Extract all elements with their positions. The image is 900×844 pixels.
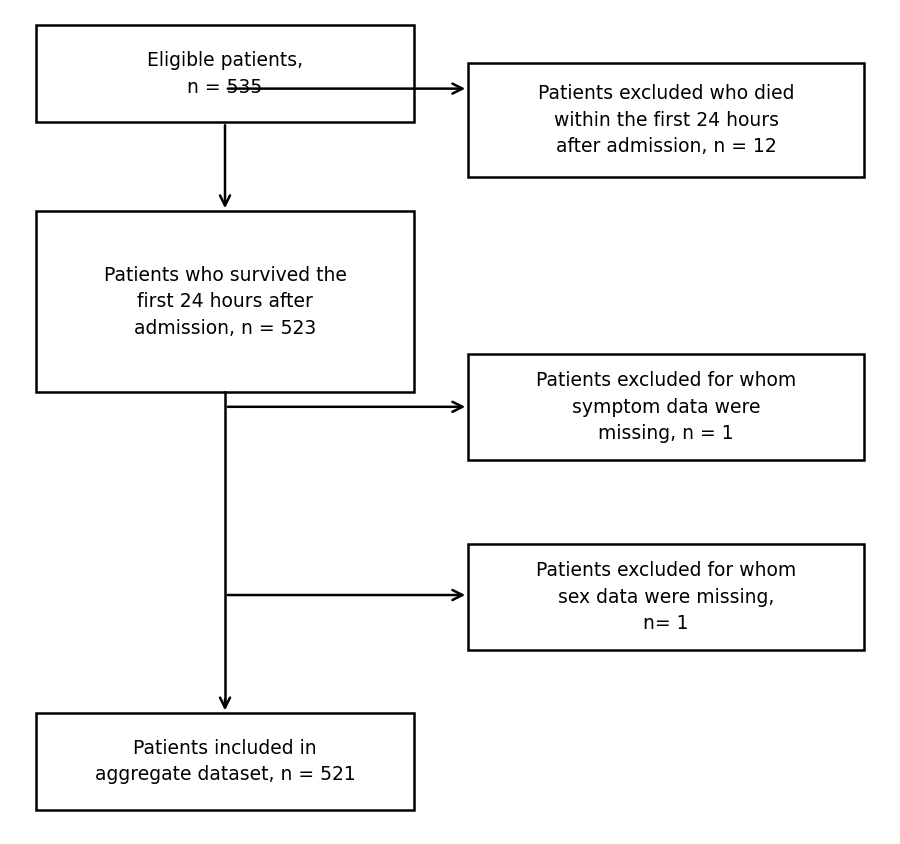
Text: Patients excluded for whom
sex data were missing,
n= 1: Patients excluded for whom sex data were… (536, 561, 796, 633)
FancyBboxPatch shape (36, 211, 414, 392)
FancyBboxPatch shape (36, 25, 414, 122)
Text: Patients included in
aggregate dataset, n = 521: Patients included in aggregate dataset, … (94, 739, 356, 784)
FancyBboxPatch shape (468, 63, 864, 177)
Text: Patients who survived the
first 24 hours after
admission, n = 523: Patients who survived the first 24 hours… (104, 266, 346, 338)
Text: Eligible patients,
n = 535: Eligible patients, n = 535 (147, 51, 303, 96)
FancyBboxPatch shape (468, 544, 864, 650)
FancyBboxPatch shape (36, 713, 414, 810)
FancyBboxPatch shape (468, 354, 864, 460)
Text: Patients excluded for whom
symptom data were
missing, n = 1: Patients excluded for whom symptom data … (536, 371, 796, 443)
Text: Patients excluded who died
within the first 24 hours
after admission, n = 12: Patients excluded who died within the fi… (538, 84, 794, 156)
